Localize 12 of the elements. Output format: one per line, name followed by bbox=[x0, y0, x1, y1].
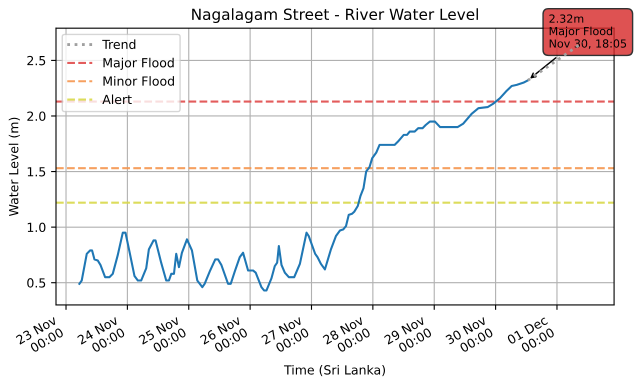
x-axis-title: Time (Sri Lanka) bbox=[284, 364, 385, 376]
y-tick-label: 2.5 bbox=[27, 56, 46, 66]
legend-label: Trend bbox=[102, 39, 136, 50]
y-tick-label: 1.0 bbox=[28, 222, 46, 232]
legend-label: Major Flood bbox=[103, 58, 174, 70]
y-axis-title: Water Level (m) bbox=[8, 118, 20, 216]
y-tick-label: 2.0 bbox=[27, 111, 46, 121]
legend-label: Alert bbox=[102, 94, 132, 104]
y-tick-label: 1.5 bbox=[28, 167, 46, 176]
y-tick-label: 0.5 bbox=[27, 278, 46, 288]
legend-label: Minor Flood bbox=[103, 76, 174, 86]
chart-title: Nagalagam Street - River Water Level bbox=[192, 8, 478, 24]
